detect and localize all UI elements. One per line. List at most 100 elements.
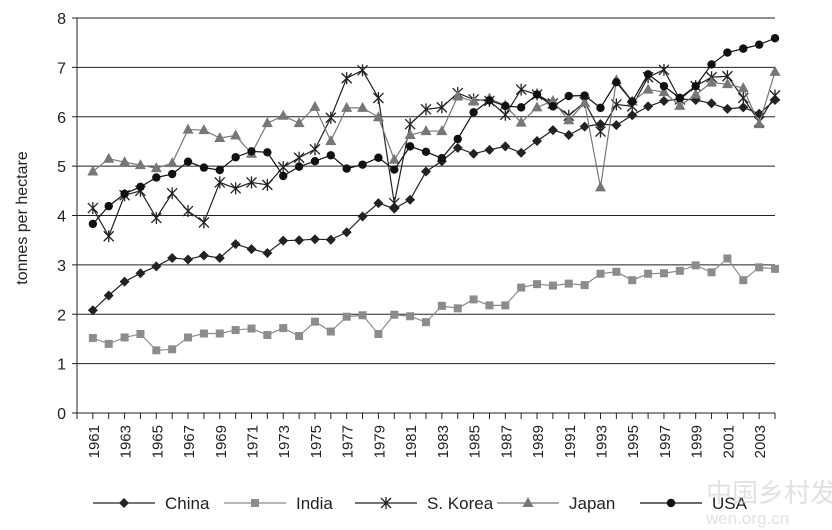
data-point-japan [214, 131, 226, 142]
data-point-india [184, 333, 193, 342]
data-point-s-korea [150, 211, 162, 224]
series-india [88, 254, 779, 355]
series-usa [88, 34, 780, 229]
data-point-china [262, 248, 273, 259]
y-tick-label: 1 [57, 357, 66, 374]
data-point-india [231, 326, 240, 335]
data-point-s-korea [737, 91, 749, 104]
x-tick-label: 1999 [689, 425, 706, 458]
data-point-usa [707, 60, 716, 69]
data-point-china [135, 268, 146, 279]
legend-label-s-korea: S. Korea [427, 494, 494, 513]
data-point-china [357, 211, 368, 222]
data-point-japan [515, 116, 527, 127]
y-axis: 0 1 2 3 4 5 6 7 8 [57, 11, 78, 423]
x-tick-label: 1961 [86, 425, 103, 458]
data-point-s-korea [230, 182, 242, 195]
data-point-china [421, 166, 431, 177]
data-point-india [723, 254, 732, 263]
data-point-s-korea [261, 178, 273, 191]
data-point-india [104, 339, 113, 348]
data-point-china [183, 254, 194, 265]
data-point-usa [326, 151, 336, 160]
data-point-japan [277, 109, 289, 120]
legend-marker-usa [666, 498, 676, 508]
data-point-india [295, 331, 304, 340]
data-point-india [628, 276, 637, 285]
data-point-china [294, 235, 305, 246]
data-point-japan [134, 159, 146, 170]
data-point-usa [739, 44, 748, 53]
data-point-usa [501, 101, 510, 111]
legend-label-japan: Japan [569, 494, 615, 513]
data-point-japan [753, 118, 765, 129]
data-point-usa [532, 90, 542, 99]
data-point-japan [309, 100, 321, 111]
x-tick-label: 1991 [562, 425, 579, 458]
data-point-india [247, 324, 256, 333]
legend-marker-china [119, 498, 129, 508]
data-point-japan [372, 111, 384, 122]
data-point-usa [659, 81, 669, 91]
data-point-india [548, 281, 557, 290]
data-point-china [151, 261, 162, 272]
data-point-japan [579, 96, 591, 107]
data-point-india [517, 283, 526, 292]
data-point-india [199, 329, 208, 338]
data-point-india [422, 318, 430, 327]
data-point-japan [230, 129, 242, 140]
data-point-s-korea [499, 108, 511, 121]
series-line-japan [92, 71, 776, 188]
data-point-china [230, 239, 241, 250]
data-point-india [326, 327, 335, 336]
data-point-s-korea [595, 125, 606, 138]
data-point-india [152, 346, 161, 355]
data-point-s-korea [325, 111, 337, 124]
y-tick-label: 8 [57, 11, 66, 28]
y-tick-label: 0 [57, 406, 66, 423]
data-point-japan [150, 162, 162, 173]
x-tick-label: 1981 [403, 425, 420, 458]
data-point-india [437, 301, 446, 310]
data-point-china [309, 234, 320, 245]
data-point-india [533, 280, 542, 289]
legend-item-usa: USA [640, 494, 748, 513]
data-point-india [580, 281, 589, 290]
data-point-usa [358, 160, 367, 169]
data-point-usa [453, 134, 462, 144]
data-point-s-korea [166, 187, 178, 200]
data-point-india [485, 301, 494, 310]
x-tick-label: 1971 [245, 425, 262, 458]
data-point-china [198, 250, 209, 261]
x-tick-label: 1993 [594, 425, 611, 458]
data-point-india [469, 295, 478, 304]
data-point-usa [183, 157, 193, 166]
data-point-china [405, 194, 416, 205]
data-point-usa [564, 91, 573, 101]
data-point-china [563, 130, 574, 141]
data-point-china [738, 102, 749, 113]
x-tick-label: 1985 [467, 425, 484, 458]
data-point-china [532, 135, 543, 146]
data-point-s-korea [182, 205, 194, 218]
data-point-india [215, 329, 224, 338]
data-point-usa [548, 102, 558, 111]
legend: China India S. Korea Japan USA [93, 494, 748, 513]
gridlines [77, 17, 775, 414]
data-point-usa [596, 103, 605, 113]
data-point-s-korea [246, 176, 257, 189]
legend-item-china: China [93, 494, 210, 513]
data-point-japan [658, 86, 670, 97]
data-point-japan [119, 156, 131, 167]
data-point-usa [231, 153, 240, 162]
data-point-usa [294, 162, 304, 171]
data-point-s-korea [103, 230, 115, 243]
data-point-china [103, 290, 114, 301]
series-line-s-korea [92, 69, 776, 238]
data-point-japan [341, 101, 353, 112]
data-point-s-korea [404, 118, 416, 131]
data-point-s-korea [293, 151, 305, 164]
data-point-india [771, 264, 779, 273]
x-tick-label: 1975 [308, 425, 325, 458]
